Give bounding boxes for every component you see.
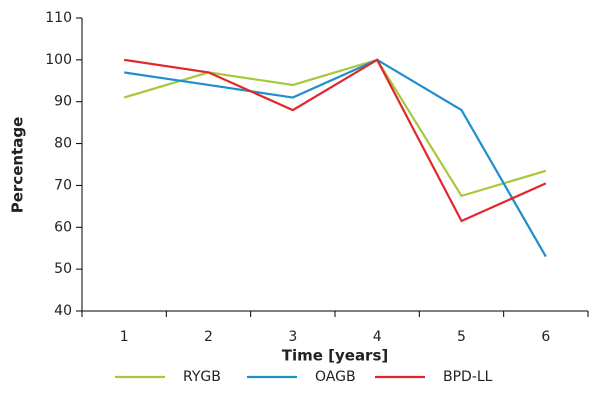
y-tick-label: 110 bbox=[45, 10, 72, 26]
x-tick-label: 6 bbox=[541, 329, 550, 345]
legend-label: OAGB bbox=[315, 369, 356, 385]
y-tick-label: 70 bbox=[54, 177, 72, 193]
series-line bbox=[123, 58, 547, 198]
y-axis-label: Percentage bbox=[9, 117, 27, 214]
x-tick-label: 4 bbox=[373, 329, 382, 345]
x-tick-label: 5 bbox=[457, 329, 466, 345]
y-tick-label: 40 bbox=[54, 303, 72, 319]
y-tick-label: 90 bbox=[54, 94, 72, 110]
y-tick-label: 60 bbox=[54, 219, 72, 235]
legend-label: RYGB bbox=[183, 369, 221, 385]
legend-label: BPD-LL bbox=[443, 369, 493, 385]
x-tick-label: 3 bbox=[288, 329, 297, 345]
y-tick-label: 80 bbox=[54, 136, 72, 152]
x-axis-label: Time [years] bbox=[282, 347, 389, 365]
x-tick-label: 1 bbox=[120, 329, 129, 345]
series-line bbox=[124, 58, 547, 223]
y-tick-label: 100 bbox=[45, 52, 72, 68]
series-line bbox=[124, 58, 547, 258]
x-tick-label: 2 bbox=[204, 329, 213, 345]
y-tick-label: 50 bbox=[54, 261, 72, 277]
